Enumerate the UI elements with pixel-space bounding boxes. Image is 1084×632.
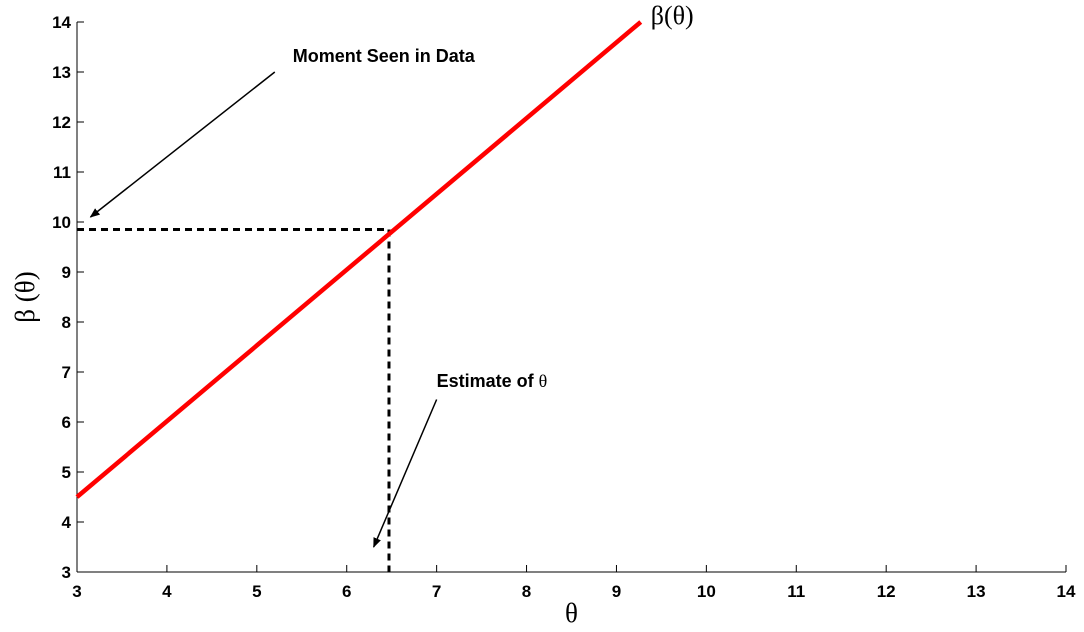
- annotation-arrow-estimate: [373, 399, 438, 548]
- x-tick-label: 3: [72, 582, 81, 601]
- y-tick-label: 7: [62, 363, 71, 382]
- series-label-0: β(θ): [651, 1, 694, 30]
- series-line-0: [75, 20, 643, 499]
- x-tick-label: 12: [877, 582, 896, 601]
- annotations: Moment Seen in Data Estimate of θ: [89, 46, 548, 548]
- x-tick-label: 6: [342, 582, 351, 601]
- x-tick-label: 8: [522, 582, 531, 601]
- x-tick-label: 11: [787, 582, 805, 601]
- annotation-moment: Moment Seen in Data: [89, 46, 476, 218]
- guide-lines: [77, 228, 391, 572]
- annotation-text-estimate: Estimate of θ: [437, 371, 548, 391]
- y-tick-label: 5: [62, 463, 71, 482]
- x-tick-label: 7: [432, 582, 441, 601]
- y-tick-label: 12: [52, 113, 71, 132]
- y-tick-label: 11: [53, 163, 71, 182]
- annotation-arrow-moment: [89, 71, 276, 218]
- x-tick-label: 4: [162, 582, 172, 601]
- y-tick-label: 13: [52, 63, 71, 82]
- y-tick-label: 9: [62, 263, 71, 282]
- annotation-estimate: Estimate of θ: [373, 371, 548, 548]
- annotation-text-moment: Moment Seen in Data: [293, 46, 476, 66]
- y-tick-label: 10: [52, 213, 71, 232]
- x-axis-label: θ: [565, 598, 578, 628]
- x-tick-label: 5: [252, 582, 261, 601]
- x-tick-label: 14: [1057, 582, 1076, 601]
- y-axis-label: β (θ): [10, 271, 40, 322]
- y-tick-label: 6: [62, 413, 71, 432]
- y-tick-label: 8: [62, 313, 71, 332]
- y-tick-label: 4: [62, 513, 72, 532]
- axes: 3 4 5 6 7 8 9 10 11 12 13 14 3 4 5 6 7 8 9 10 11 12 13 14: [52, 13, 1076, 601]
- x-tick-label: 13: [967, 582, 986, 601]
- x-tick-label: 10: [697, 582, 716, 601]
- x-tick-label: 9: [612, 582, 621, 601]
- y-tick-label: 14: [52, 13, 71, 32]
- y-tick-label: 3: [62, 563, 71, 582]
- series-layer: β(θ): [75, 1, 694, 499]
